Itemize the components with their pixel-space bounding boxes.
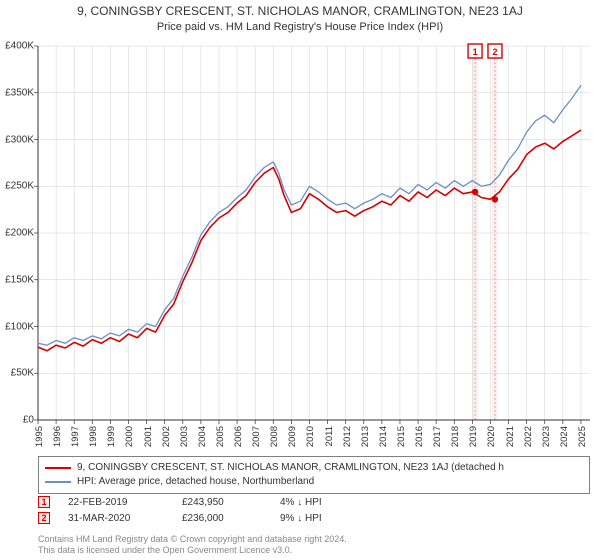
x-tick-label: 2000 — [124, 426, 135, 447]
sale-row-1: 1 22-FEB-2019 £243,950 4% ↓ HPI — [38, 494, 590, 510]
footer: Contains HM Land Registry data © Crown c… — [38, 534, 590, 556]
x-tick-label: 2006 — [233, 426, 244, 447]
sale-marker-2: 2 — [38, 512, 50, 524]
sale-pct-1: 4% ↓ HPI — [280, 497, 390, 508]
legend-label-red: 9, CONINGSBY CRESCENT, ST. NICHOLAS MANO… — [77, 461, 504, 475]
x-tick-label: 2025 — [577, 426, 588, 447]
x-tick-label: 1995 — [34, 426, 45, 447]
x-tick-label: 2015 — [396, 426, 407, 447]
svg-text:1: 1 — [473, 47, 478, 57]
y-tick-label: £300K — [5, 134, 34, 145]
x-tick-label: 1998 — [88, 426, 99, 447]
x-tick-label: 2012 — [342, 426, 353, 447]
legend-swatch-blue — [45, 481, 71, 484]
x-tick-label: 2007 — [251, 426, 262, 447]
x-tick-label: 2024 — [559, 426, 570, 447]
x-tick-label: 1999 — [106, 426, 117, 447]
y-tick-label: £150K — [5, 274, 34, 285]
x-tick-label: 2003 — [179, 426, 190, 447]
page-subtitle: Price paid vs. HM Land Registry's House … — [0, 18, 600, 35]
sale-price-1: £243,950 — [182, 497, 262, 508]
legend-swatch-red — [45, 467, 71, 470]
x-tick-label: 2013 — [360, 426, 371, 447]
y-tick-label: £0 — [23, 415, 34, 426]
legend-row-red: 9, CONINGSBY CRESCENT, ST. NICHOLAS MANO… — [45, 461, 583, 475]
chart: 12 — [38, 46, 590, 420]
sale-price-2: £236,000 — [182, 513, 262, 524]
x-tick-label: 2017 — [432, 426, 443, 447]
sale-date-1: 22-FEB-2019 — [68, 497, 164, 508]
x-tick-label: 1997 — [70, 426, 81, 447]
x-tick-label: 2018 — [450, 426, 461, 447]
page-title: 9, CONINGSBY CRESCENT, ST. NICHOLAS MANO… — [0, 0, 600, 18]
y-axis-labels: £0£50K£100K£150K£200K£250K£300K£350K£400… — [0, 46, 36, 420]
svg-text:2: 2 — [492, 47, 497, 57]
x-tick-label: 2021 — [505, 426, 516, 447]
x-tick-label: 2014 — [378, 426, 389, 447]
y-tick-label: £50K — [11, 368, 34, 379]
x-tick-label: 2011 — [324, 426, 335, 446]
footer-line1: Contains HM Land Registry data © Crown c… — [38, 534, 590, 545]
x-tick-label: 2002 — [161, 426, 172, 447]
x-tick-label: 2016 — [414, 426, 425, 447]
y-tick-label: £250K — [5, 181, 34, 192]
footer-line2: This data is licensed under the Open Gov… — [38, 545, 590, 556]
legend-label-blue: HPI: Average price, detached house, Nort… — [77, 475, 314, 489]
sale-pct-2: 9% ↓ HPI — [280, 513, 390, 524]
y-tick-label: £350K — [5, 87, 34, 98]
x-tick-label: 2022 — [523, 426, 534, 447]
x-tick-label: 2004 — [197, 426, 208, 447]
sale-row-2: 2 31-MAR-2020 £236,000 9% ↓ HPI — [38, 510, 590, 526]
x-tick-label: 2020 — [486, 426, 497, 447]
x-tick-label: 2009 — [287, 426, 298, 447]
sale-marker-1: 1 — [38, 496, 50, 508]
x-tick-label: 2001 — [143, 426, 154, 447]
sale-rows: 1 22-FEB-2019 £243,950 4% ↓ HPI 2 31-MAR… — [38, 494, 590, 526]
x-tick-label: 1996 — [52, 426, 63, 447]
sale-date-2: 31-MAR-2020 — [68, 513, 164, 524]
chart-svg: 12 — [38, 46, 590, 420]
x-tick-label: 2010 — [305, 426, 316, 447]
x-tick-label: 2008 — [269, 426, 280, 447]
y-tick-label: £100K — [5, 321, 34, 332]
legend-row-blue: HPI: Average price, detached house, Nort… — [45, 475, 583, 489]
x-tick-label: 2005 — [215, 426, 226, 447]
legend: 9, CONINGSBY CRESCENT, ST. NICHOLAS MANO… — [38, 456, 590, 494]
x-tick-label: 2023 — [541, 426, 552, 447]
y-tick-label: £200K — [5, 228, 34, 239]
y-tick-label: £400K — [5, 41, 34, 52]
x-tick-label: 2019 — [468, 426, 479, 447]
